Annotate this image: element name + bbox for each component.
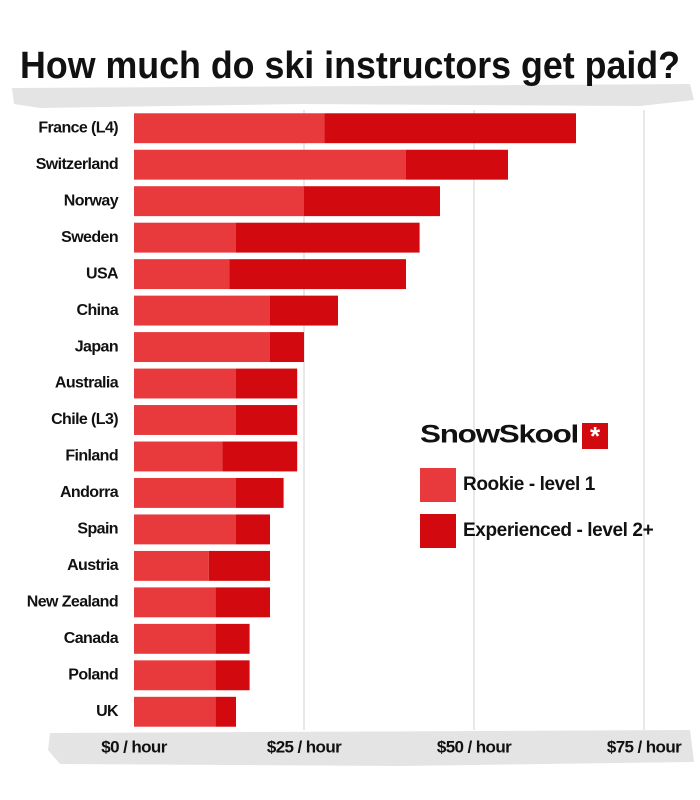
bar-segment <box>134 368 236 399</box>
brand-icon-star: * <box>590 421 601 451</box>
y-tick-label: Poland <box>68 667 118 684</box>
bar-segment <box>134 149 406 180</box>
bar-segment <box>215 623 250 654</box>
legend-swatch <box>420 514 456 548</box>
y-tick-label: Chile (L3) <box>51 411 118 428</box>
bar-segment <box>236 405 298 435</box>
bar-segment <box>304 186 440 217</box>
x-tick-label: $50 / hour <box>437 737 512 756</box>
bar-segment <box>215 660 250 691</box>
plot-area: $0 / hour $25 / hour $50 / hour $75 / hour F… <box>27 110 683 756</box>
y-tick-label: China <box>77 302 119 319</box>
brand-icon <box>582 423 608 449</box>
y-tick-label: Finland <box>65 448 118 465</box>
legend-label: Rookie - level 1 <box>463 474 596 495</box>
legend: SnowSkool * Rookie - level 1 Experienced … <box>420 421 654 548</box>
y-tick-label: France (L4) <box>38 119 118 136</box>
bar-segment <box>236 514 270 545</box>
bar-segment <box>134 587 216 618</box>
bar-segment <box>222 441 298 472</box>
legend-swatch <box>420 468 456 502</box>
y-tick-label: Norway <box>64 192 119 209</box>
bar-segment <box>134 332 270 363</box>
y-tick-label: Sweden <box>61 229 118 246</box>
y-tick-label: UK <box>96 703 119 720</box>
bar-segment <box>236 368 298 399</box>
x-tick-label: $0 / hour <box>101 737 167 756</box>
y-tick-label: Austria <box>67 557 119 574</box>
y-tick-label: Canada <box>64 630 119 647</box>
bar-segment <box>229 259 406 290</box>
bar-segment <box>208 550 270 581</box>
bar-segment <box>134 113 325 144</box>
legend-label: Experienced - level 2+ <box>463 520 654 541</box>
bar-segment <box>236 222 420 253</box>
brand-logo: SnowSkool <box>420 421 578 449</box>
x-tick-label: $75 / hour <box>607 737 682 756</box>
bar-segment <box>134 550 209 581</box>
bar-segment <box>215 587 270 618</box>
y-tick-label: Japan <box>75 338 118 355</box>
bar-segment <box>134 514 236 545</box>
y-tick-label: USA <box>86 265 119 282</box>
bar-segment <box>324 113 576 144</box>
bar-segment <box>134 660 216 691</box>
y-tick-label: Spain <box>77 521 118 538</box>
axis-brush <box>48 730 694 766</box>
y-tick-label: Switzerland <box>36 156 118 173</box>
y-tick-label: New Zealand <box>27 594 118 611</box>
y-tick-label: Australia <box>55 375 119 392</box>
bar-segment <box>134 441 223 472</box>
bar-segment <box>406 149 508 180</box>
bar-segment <box>134 259 230 290</box>
chart-title: How much do ski instructors get paid? <box>20 45 680 87</box>
bar-segment <box>236 477 284 508</box>
bar-segment <box>134 222 236 253</box>
bar-segment <box>134 477 236 508</box>
x-tick-label: $25 / hour <box>267 737 342 756</box>
title-brush <box>12 84 694 108</box>
bar-segment <box>215 696 236 727</box>
bar-segment <box>134 405 236 435</box>
bar-segment <box>270 332 304 363</box>
y-tick-label: Andorra <box>60 484 119 501</box>
bar-segment <box>134 696 216 727</box>
bar-segment <box>134 295 270 326</box>
bar-segment <box>134 623 216 654</box>
bar-segment <box>270 295 338 326</box>
bar-segment <box>134 186 304 217</box>
